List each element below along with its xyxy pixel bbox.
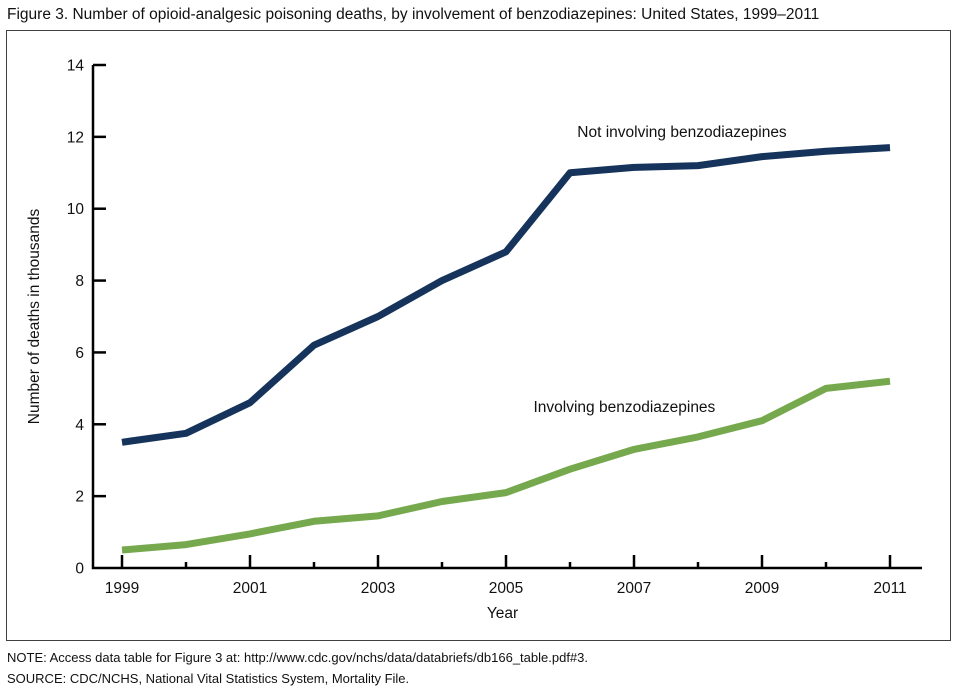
line-chart: 0 2 4 6 8 10 12 14 1999 2001 2003 2005 2007 2009 2011 N… [26,58,922,622]
y-tick-label: 6 [75,345,84,362]
x-axis-title: Year [487,605,518,622]
y-tick-label: 14 [67,58,85,75]
y-tick-label: 4 [75,417,84,434]
y-tick-label: 2 [75,489,84,506]
source-text: SOURCE: CDC/NCHS, National Vital Statist… [7,671,410,686]
x-tick-label: 2011 [873,580,906,597]
x-tick-label: 2003 [361,580,395,597]
x-tick-label: 2007 [617,580,651,597]
y-tick-label: 0 [75,561,84,578]
y-tick-label: 12 [67,129,84,146]
series-line-not-involving-benzodiazepines [121,144,891,446]
y-axis-title: Number of deaths in thousands [26,209,43,425]
chart-area: 0 2 4 6 8 10 12 14 1999 2001 2003 2005 2007 2009 2011 N… [6,30,951,641]
series-label-not-involving-benzodiazepines: Not involving benzodiazepines [577,124,787,141]
y-tick-label: 10 [67,201,85,218]
series-label-involving-benzodiazepines: Involving benzodiazepines [533,399,715,416]
figure-title: Figure 3. Number of opioid-analgesic poi… [7,6,820,23]
x-tick-label: 2005 [489,580,523,597]
x-tick-label: 1999 [105,580,139,597]
y-tick-label: 8 [75,273,84,290]
series-line-involving-benzodiazepines [121,377,891,554]
x-tick-label: 2001 [233,580,267,597]
note-text: NOTE: Access data table for Figure 3 at:… [7,650,589,665]
x-tick-label: 2009 [745,580,779,597]
axes [91,65,922,570]
